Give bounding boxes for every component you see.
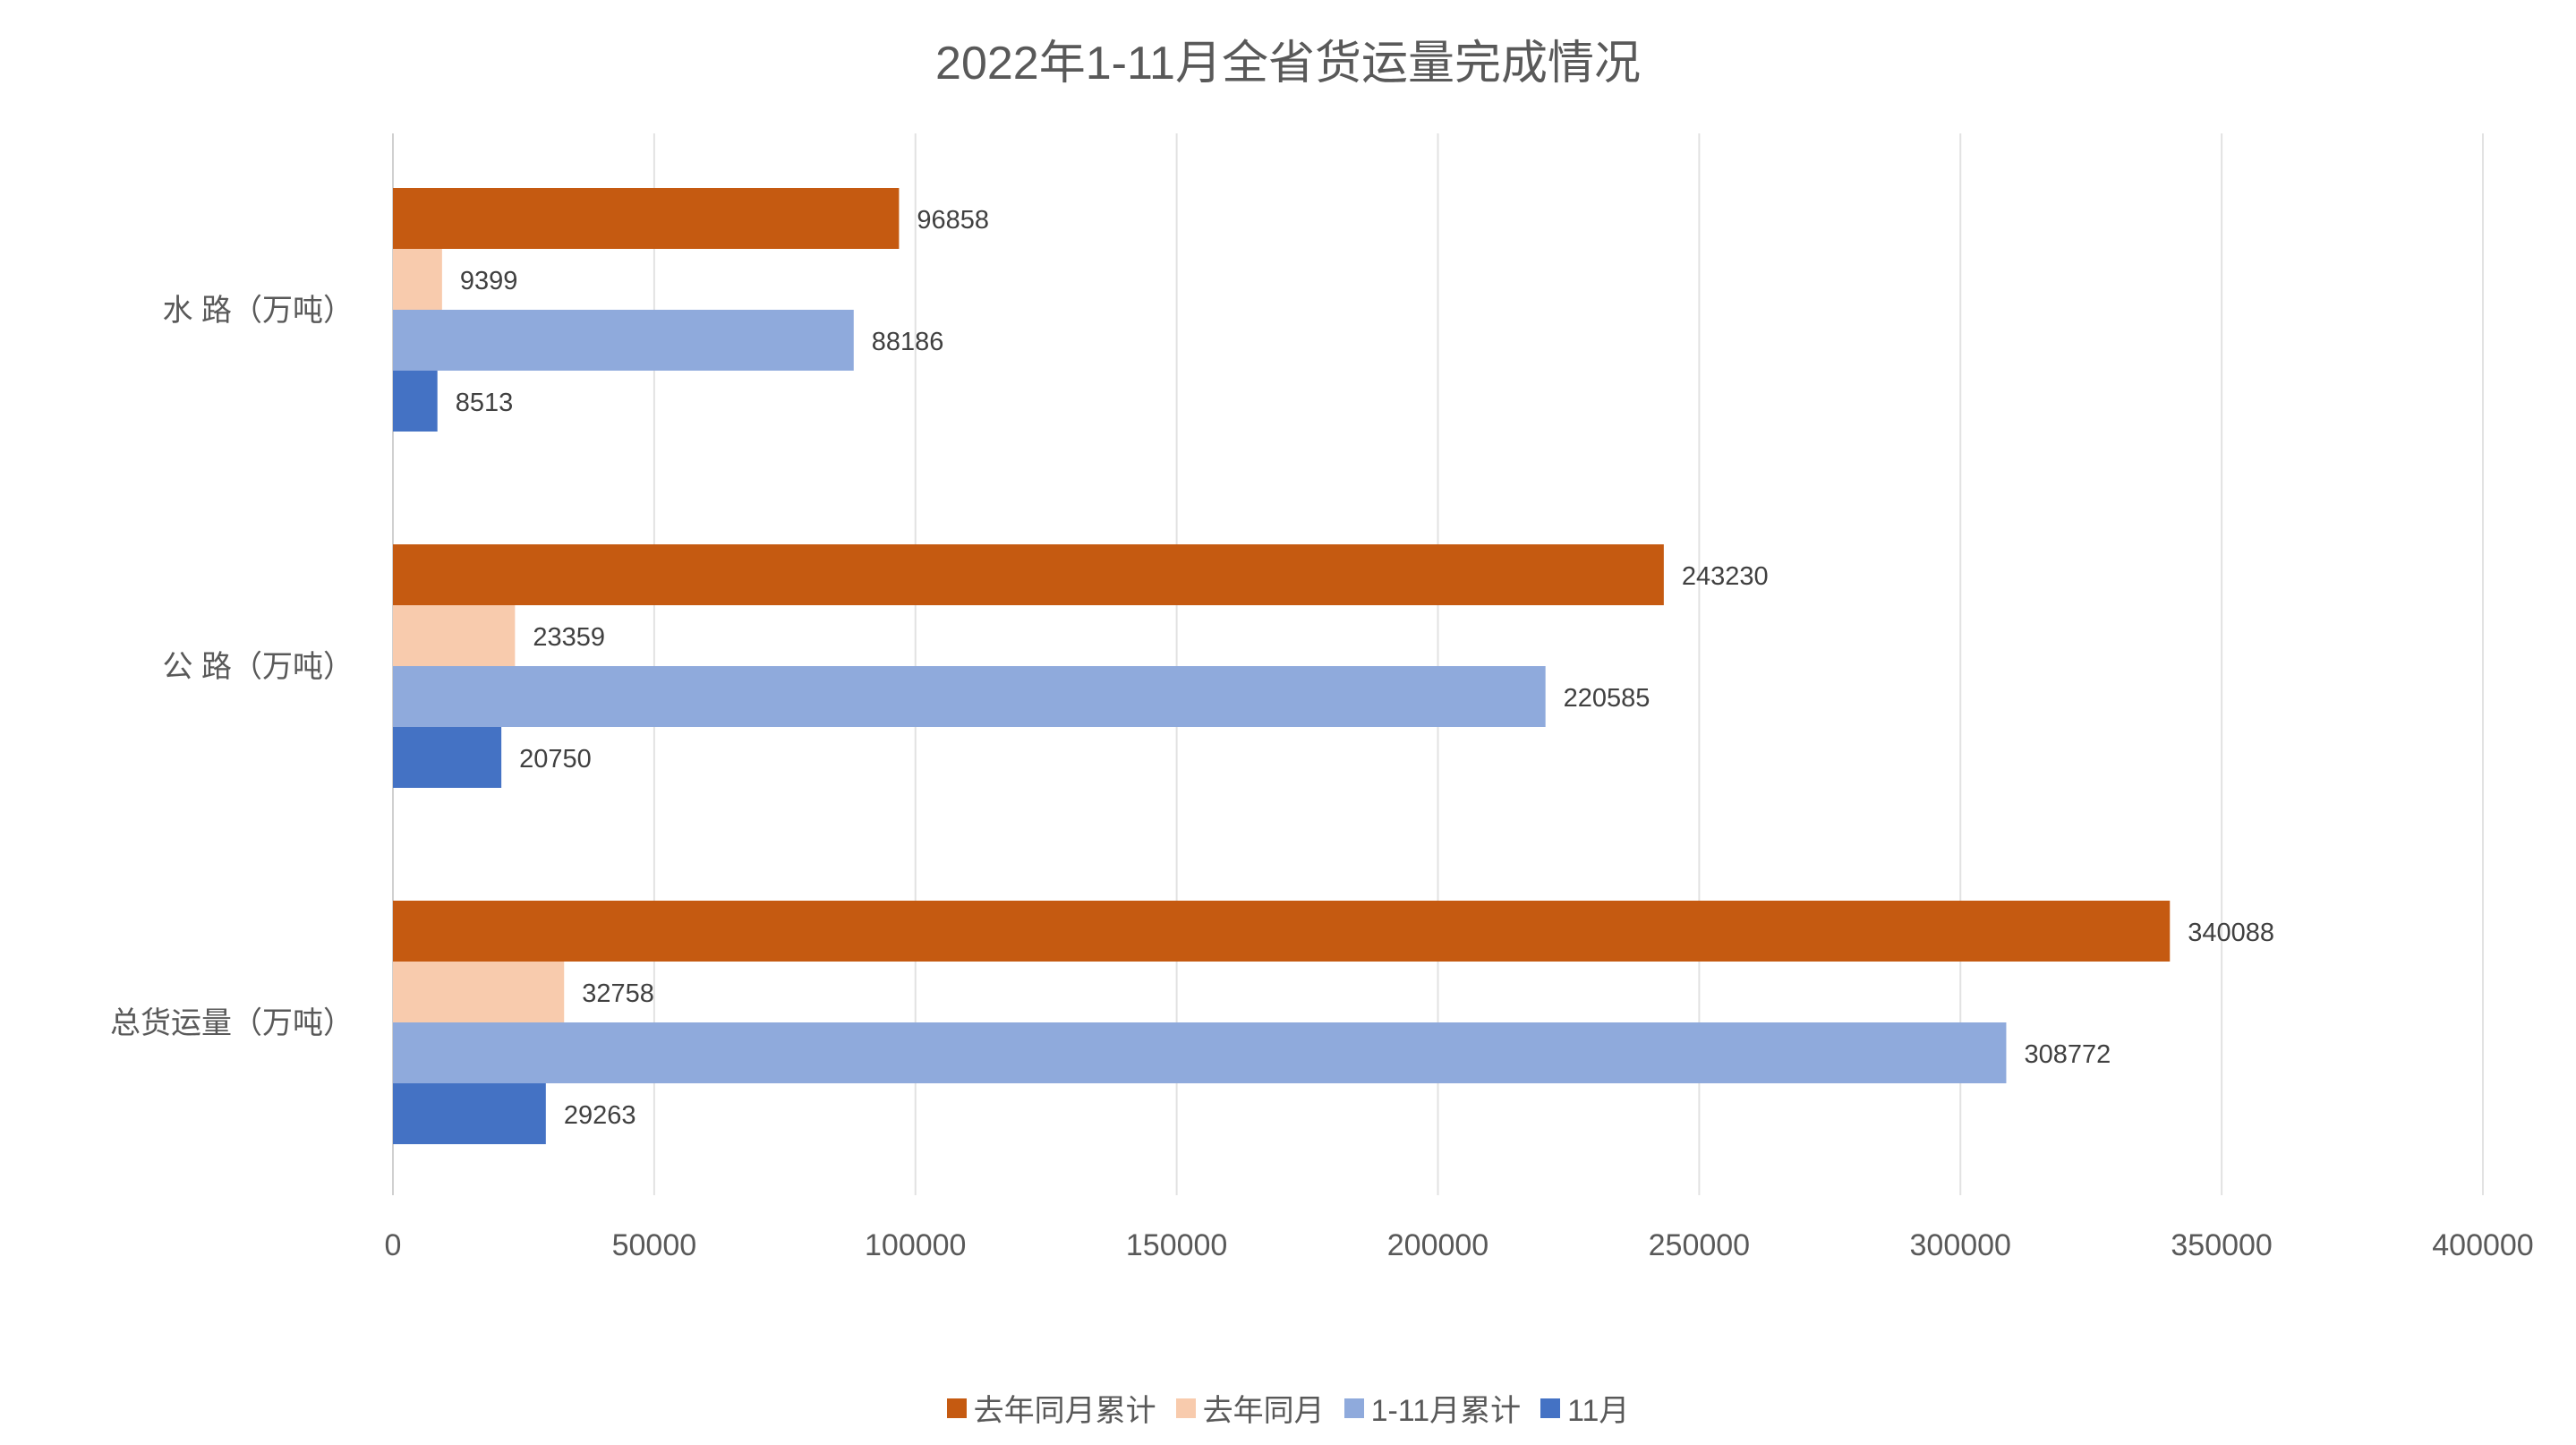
bar bbox=[393, 1022, 2007, 1083]
chart-title: 2022年1-11月全省货运量完成情况 bbox=[935, 38, 1641, 90]
data-label: 308772 bbox=[2024, 1040, 2111, 1069]
legend: 去年同月累计 去年同月 1-11月累计 11月 bbox=[0, 1386, 2576, 1430]
bar bbox=[393, 1083, 546, 1144]
category-label: 公 路（万吨） bbox=[163, 650, 354, 684]
data-label: 8513 bbox=[456, 389, 514, 417]
legend-label: 去年同月累计 bbox=[973, 1394, 1156, 1428]
x-tick-label: 250000 bbox=[1649, 1228, 1750, 1262]
bar bbox=[393, 605, 516, 666]
x-tick-label: 100000 bbox=[865, 1228, 966, 1262]
legend-item: 去年同月 bbox=[1175, 1386, 1325, 1430]
legend-swatch bbox=[1175, 1398, 1196, 1418]
data-label: 20750 bbox=[519, 745, 592, 774]
legend-label: 去年同月 bbox=[1202, 1394, 1325, 1428]
bar bbox=[393, 188, 900, 249]
legend-label: 11月 bbox=[1567, 1394, 1630, 1428]
bar bbox=[393, 249, 442, 310]
data-label: 23359 bbox=[533, 623, 605, 652]
bar bbox=[393, 666, 1546, 727]
x-tick-label: 300000 bbox=[1910, 1228, 2011, 1262]
category-label: 总货运量（万吨） bbox=[110, 1006, 354, 1040]
legend-item: 1-11月累计 bbox=[1343, 1386, 1522, 1430]
bar bbox=[393, 901, 2171, 962]
legend-swatch bbox=[1540, 1398, 1561, 1418]
bar bbox=[393, 371, 438, 432]
legend-label: 1-11月累计 bbox=[1370, 1394, 1522, 1428]
data-label: 88186 bbox=[872, 328, 944, 356]
x-tick-label: 350000 bbox=[2171, 1228, 2272, 1262]
data-label: 220585 bbox=[1564, 684, 1651, 713]
legend-swatch bbox=[1343, 1398, 1364, 1418]
bar bbox=[393, 544, 1664, 605]
bar bbox=[393, 310, 854, 371]
data-label: 32758 bbox=[582, 979, 654, 1008]
legend-item: 11月 bbox=[1540, 1386, 1629, 1430]
data-label: 340088 bbox=[2188, 919, 2274, 947]
data-label: 29263 bbox=[564, 1101, 636, 1130]
data-label: 96858 bbox=[917, 206, 989, 235]
data-label: 9399 bbox=[460, 267, 518, 295]
bar bbox=[393, 727, 502, 788]
legend-item: 去年同月累计 bbox=[946, 1386, 1156, 1430]
data-label: 243230 bbox=[1682, 562, 1769, 591]
x-tick-label: 0 bbox=[385, 1228, 402, 1262]
x-tick-label: 150000 bbox=[1126, 1228, 1227, 1262]
x-tick-label: 200000 bbox=[1387, 1228, 1488, 1262]
x-tick-label: 50000 bbox=[612, 1228, 697, 1262]
legend-swatch bbox=[946, 1398, 967, 1418]
category-label: 水 路（万吨） bbox=[163, 294, 354, 328]
bar bbox=[393, 962, 565, 1022]
x-tick-label: 400000 bbox=[2432, 1228, 2533, 1262]
